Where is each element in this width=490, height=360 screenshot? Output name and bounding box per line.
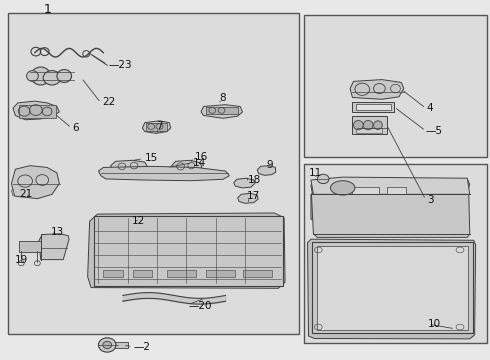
Ellipse shape — [331, 181, 355, 195]
Ellipse shape — [103, 341, 112, 348]
Text: 4: 4 — [427, 103, 433, 113]
Ellipse shape — [98, 338, 116, 352]
Polygon shape — [13, 101, 59, 120]
Text: 15: 15 — [145, 153, 158, 163]
FancyBboxPatch shape — [356, 104, 391, 110]
Ellipse shape — [57, 69, 72, 82]
Text: —23: —23 — [108, 59, 132, 69]
FancyBboxPatch shape — [206, 107, 238, 114]
Polygon shape — [257, 166, 276, 175]
FancyBboxPatch shape — [352, 102, 394, 112]
Polygon shape — [98, 166, 229, 181]
Text: 14: 14 — [193, 158, 206, 168]
Text: —20: —20 — [189, 301, 212, 311]
Polygon shape — [201, 105, 243, 118]
Text: 11: 11 — [309, 168, 322, 178]
Text: 10: 10 — [428, 319, 441, 329]
Polygon shape — [143, 121, 171, 134]
Polygon shape — [11, 189, 14, 196]
FancyBboxPatch shape — [351, 116, 387, 134]
Polygon shape — [39, 234, 69, 260]
Text: —2: —2 — [134, 342, 150, 352]
Ellipse shape — [363, 121, 373, 130]
Ellipse shape — [373, 121, 382, 130]
FancyBboxPatch shape — [304, 164, 487, 343]
FancyBboxPatch shape — [8, 13, 299, 334]
Text: 3: 3 — [427, 195, 434, 205]
Text: 16: 16 — [195, 152, 208, 162]
Text: 22: 22 — [102, 97, 115, 107]
Polygon shape — [238, 193, 258, 203]
Polygon shape — [11, 166, 59, 199]
Polygon shape — [308, 239, 476, 339]
Text: 9: 9 — [266, 160, 272, 170]
Polygon shape — [350, 80, 404, 99]
FancyBboxPatch shape — [387, 187, 406, 194]
Ellipse shape — [43, 71, 61, 85]
Polygon shape — [234, 178, 255, 188]
Text: 6: 6 — [73, 123, 79, 133]
FancyBboxPatch shape — [19, 241, 41, 252]
FancyBboxPatch shape — [147, 123, 167, 131]
FancyBboxPatch shape — [94, 216, 283, 286]
Text: —5: —5 — [426, 126, 443, 136]
Text: 1: 1 — [44, 3, 51, 16]
Text: 8: 8 — [220, 93, 226, 103]
Text: 12: 12 — [132, 216, 145, 226]
FancyBboxPatch shape — [103, 270, 123, 277]
Text: 18: 18 — [247, 175, 261, 185]
Polygon shape — [311, 178, 470, 198]
Ellipse shape — [353, 121, 363, 130]
Polygon shape — [311, 194, 314, 220]
FancyBboxPatch shape — [356, 128, 382, 134]
Ellipse shape — [318, 174, 329, 184]
Polygon shape — [311, 177, 470, 194]
FancyBboxPatch shape — [352, 187, 379, 194]
FancyBboxPatch shape — [313, 242, 473, 333]
FancyBboxPatch shape — [133, 270, 152, 277]
FancyBboxPatch shape — [206, 270, 235, 277]
FancyBboxPatch shape — [167, 270, 196, 277]
FancyBboxPatch shape — [304, 15, 487, 157]
Polygon shape — [111, 160, 147, 173]
Text: 7: 7 — [156, 121, 163, 131]
FancyBboxPatch shape — [19, 105, 56, 118]
FancyBboxPatch shape — [114, 342, 128, 348]
Text: 17: 17 — [246, 191, 260, 201]
FancyBboxPatch shape — [318, 246, 468, 330]
FancyBboxPatch shape — [243, 270, 272, 277]
Ellipse shape — [26, 71, 38, 81]
Text: 13: 13 — [50, 227, 64, 237]
Ellipse shape — [31, 67, 50, 85]
Polygon shape — [172, 160, 202, 173]
Text: 21: 21 — [19, 189, 32, 199]
Polygon shape — [88, 213, 285, 288]
Text: 19: 19 — [14, 255, 27, 265]
FancyBboxPatch shape — [352, 178, 379, 184]
Polygon shape — [312, 194, 470, 237]
